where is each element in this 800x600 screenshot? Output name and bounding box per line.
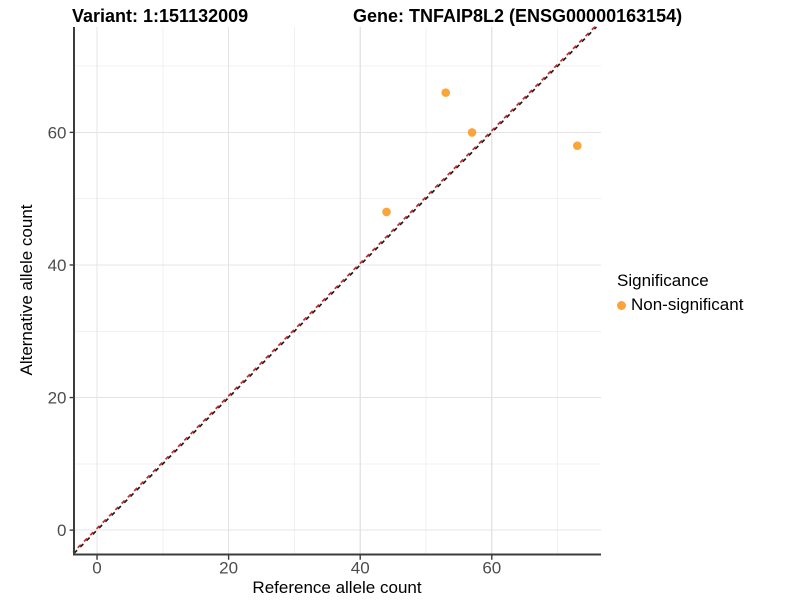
y-tick-label: 40 xyxy=(48,256,67,275)
legend-title: Significance xyxy=(617,271,709,290)
legend-item-non-significant: Non-significant xyxy=(617,295,743,315)
plot-title-variant: Variant: 1:151132009 xyxy=(72,6,249,26)
legend: Significance Non-significant xyxy=(617,271,743,315)
x-tick-label: 0 xyxy=(92,559,101,578)
data-point xyxy=(573,141,582,150)
identity-line-black xyxy=(73,26,597,554)
plot-title-gene: Gene: TNFAIP8L2 (ENSG00000163154) xyxy=(353,6,683,26)
x-tick-label: 40 xyxy=(351,559,370,578)
y-tick-label: 60 xyxy=(48,123,67,142)
y-tick-label: 0 xyxy=(57,521,66,540)
data-point xyxy=(441,88,451,97)
identity-line-red xyxy=(72,25,597,554)
y-tick-label: 20 xyxy=(48,389,67,408)
x-tick-label: 20 xyxy=(219,559,238,578)
data-point xyxy=(382,207,391,217)
legend-item-label: Non-significant xyxy=(631,295,744,314)
x-tick-label: 60 xyxy=(482,559,501,578)
data-point xyxy=(467,128,477,137)
y-axis-title: Alternative allele count xyxy=(17,204,36,376)
x-axis-title: Reference allele count xyxy=(252,578,422,597)
legend-key-dot-icon xyxy=(617,300,626,310)
